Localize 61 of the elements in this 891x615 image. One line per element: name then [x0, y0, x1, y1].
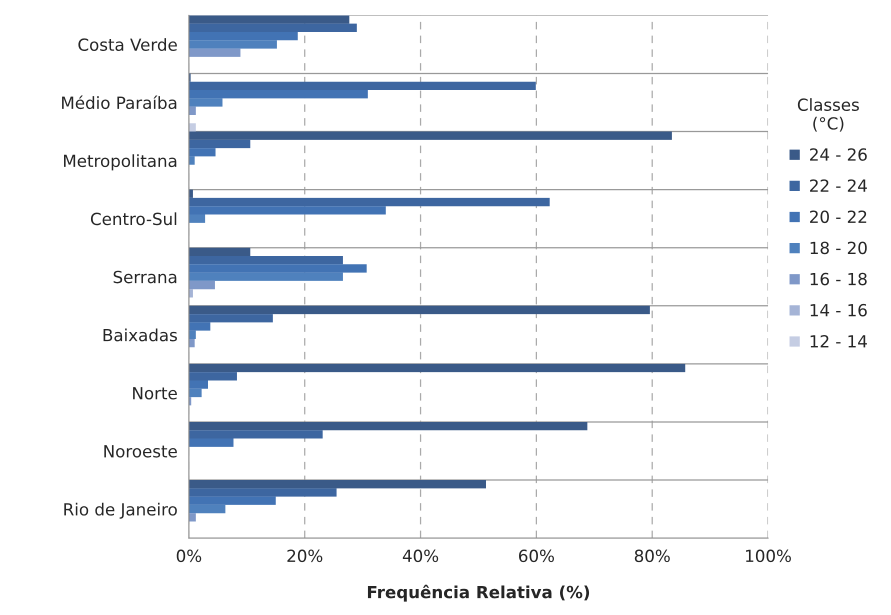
bar [188, 496, 276, 505]
y-tick-label: Baixadas [104, 328, 177, 342]
legend-label: 16 - 18 [810, 272, 867, 286]
bar [188, 438, 234, 447]
legend-label: 20 - 22 [810, 210, 866, 224]
y-tick-label: Metropolitana [64, 154, 176, 170]
y-tick-label: Médio Paraíba [62, 96, 176, 110]
bar [188, 372, 237, 380]
y-tick-label: Noroeste [104, 445, 177, 458]
legend-label: 22 - 24 [810, 179, 867, 192]
bar [188, 388, 202, 398]
bar [188, 513, 196, 522]
y-tick-label: Costa Verde [78, 38, 177, 51]
bar [188, 198, 550, 206]
x-tick-label: 60% [519, 550, 554, 562]
x-tick-label: 40% [402, 550, 438, 562]
bar [188, 330, 196, 339]
bar [188, 306, 650, 314]
bar [188, 504, 226, 514]
bar [188, 206, 386, 215]
legend-label: 24 - 26 [810, 148, 867, 161]
y-tick-label: Norte [133, 387, 177, 400]
y-tick-label: Serrana [114, 270, 176, 284]
x-tick-label: 20% [287, 550, 322, 562]
bar [188, 480, 486, 488]
bar [188, 98, 222, 107]
legend-label: 18 - 20 [810, 242, 867, 254]
x-tick-label: 0% [176, 550, 202, 562]
bar [188, 132, 672, 140]
bar [188, 314, 273, 322]
bar [188, 422, 588, 430]
bar [188, 40, 277, 49]
bar [188, 24, 357, 32]
x-tick-label: 80% [634, 550, 670, 562]
bar [188, 264, 367, 273]
bar [188, 106, 196, 115]
bar [188, 322, 210, 331]
bar [188, 32, 298, 40]
bar [188, 488, 337, 497]
bar [188, 272, 343, 281]
legend-title: Classes (°C) [798, 98, 859, 132]
bar [188, 90, 368, 98]
bar [188, 123, 196, 132]
y-tick-label: Rio de Janeiro [64, 502, 177, 519]
bar [188, 280, 215, 290]
bar [188, 140, 250, 148]
x-axis-title: Frequência Relativa (%) [368, 584, 590, 602]
bar [188, 48, 240, 57]
bar [188, 364, 686, 372]
bar [188, 256, 343, 264]
bar [188, 214, 206, 223]
legend-label: 12 - 14 [810, 334, 867, 348]
bar [188, 430, 323, 439]
bar [188, 82, 536, 90]
legend-label: 14 - 16 [810, 304, 867, 316]
bar [188, 148, 216, 156]
bar [188, 380, 208, 389]
bar [188, 15, 350, 24]
y-tick-label: Centro-Sul [90, 212, 176, 226]
x-tick-label: 100% [746, 550, 791, 562]
bar [188, 248, 250, 256]
